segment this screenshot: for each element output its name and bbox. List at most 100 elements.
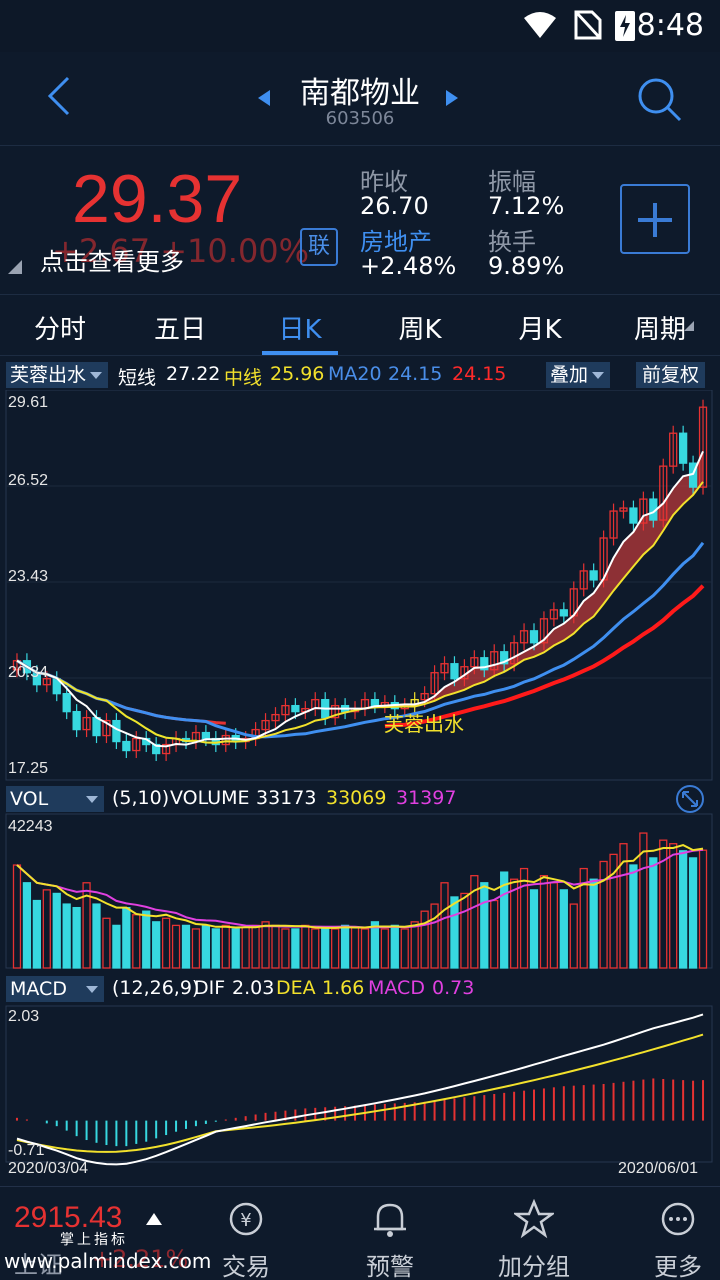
ma20-label: MA20 — [328, 363, 382, 385]
volume-bar — [311, 928, 320, 969]
tab-daily-k[interactable]: 日K — [278, 315, 322, 345]
kline-indicator-select[interactable]: 芙蓉出水 — [6, 362, 109, 388]
candle — [490, 644, 499, 678]
candle — [311, 692, 320, 717]
dif-line — [16, 1013, 704, 1166]
start-date-label: 2020/03/04 — [8, 1160, 89, 1177]
active-tab-indicator — [262, 351, 338, 355]
search-icon[interactable] — [636, 76, 682, 122]
volume-bar — [659, 839, 668, 969]
candle — [360, 692, 370, 717]
volume-bar — [181, 924, 191, 969]
volume-bar — [350, 926, 360, 969]
candle — [82, 710, 91, 738]
volume-bar — [589, 878, 598, 969]
svg-text:¥: ¥ — [240, 1210, 251, 1231]
sector-label[interactable]: 房地产 — [360, 228, 432, 256]
volume-bar — [112, 924, 121, 969]
tab-period[interactable]: 周期 — [633, 315, 686, 345]
volume-bar — [619, 843, 628, 969]
volume-bar — [132, 914, 141, 969]
volume-bar — [679, 850, 688, 969]
candle — [251, 722, 260, 747]
k-y3-label: 23.43 — [8, 568, 49, 585]
stock-name: 南都物业 — [300, 76, 420, 111]
red-trend-line — [384, 584, 705, 729]
candle — [171, 731, 181, 753]
expand-icon[interactable] — [674, 784, 706, 814]
tab-intraday[interactable]: 分时 — [33, 315, 86, 345]
volume-bar — [82, 882, 91, 969]
volume-bar — [470, 875, 479, 969]
price-change: +2.67 +10.00% — [52, 232, 309, 270]
signal-annotation: 芙蓉出水 — [384, 712, 464, 736]
volume-bar — [12, 864, 22, 969]
vol-params: (5,10) — [112, 787, 170, 809]
candle — [470, 650, 479, 675]
overlay-select[interactable]: 叠加 — [546, 362, 611, 388]
volume-bar — [669, 843, 678, 969]
candle — [669, 425, 678, 474]
back-arrow-icon[interactable] — [40, 74, 84, 118]
volume-bar — [321, 926, 330, 969]
view-more-hint[interactable]: 点击查看更多 — [40, 248, 184, 276]
volume-bar — [390, 924, 399, 969]
volume-bar — [400, 928, 409, 969]
tab-weekly-k[interactable]: 周K — [398, 315, 442, 345]
volume-bar — [102, 917, 111, 969]
k-y2-label: 26.52 — [8, 472, 49, 489]
candle — [191, 725, 201, 750]
volume-bar — [171, 924, 181, 969]
macd-indicator-select[interactable]: MACD — [6, 976, 104, 1002]
star-icon — [514, 1199, 554, 1239]
mid-line — [16, 481, 704, 744]
short-line-value: 27.22 — [166, 363, 221, 385]
volume-bar — [490, 899, 499, 969]
no-sim-icon — [574, 10, 602, 40]
next-stock-icon[interactable] — [444, 88, 460, 108]
volume-bar — [698, 849, 708, 969]
volume-bar — [450, 896, 459, 969]
end-date-label: 2020/06/01 — [618, 1160, 699, 1177]
candle — [331, 698, 340, 726]
volume-bar — [340, 924, 350, 969]
adjust-button[interactable]: 前复权 — [636, 362, 706, 388]
nav-add-group[interactable]: 加分组 — [474, 1187, 594, 1280]
vol-value-3: 31397 — [396, 787, 457, 809]
candle — [589, 563, 598, 588]
volume-bar — [271, 924, 280, 969]
candle — [519, 623, 529, 651]
k-ymax-label: 29.61 — [8, 394, 49, 411]
panel-frame — [5, 1005, 713, 1163]
volume-bar — [221, 924, 230, 969]
volume-bar — [291, 928, 300, 969]
prev-stock-icon[interactable] — [256, 88, 272, 108]
clock: 8:48 — [636, 8, 704, 43]
quote-panel[interactable]: 29.37 +2.67 +10.00% 点击查看更多 联 昨收 26.70 振幅… — [0, 146, 720, 294]
red-line-value: 24.15 — [452, 363, 507, 385]
volume-bar — [549, 882, 559, 969]
volume-bar — [142, 910, 151, 969]
volume-bar — [579, 867, 588, 969]
nav-more[interactable]: 更多 — [618, 1187, 720, 1280]
index-name: 上证 — [14, 1251, 62, 1279]
volume-bar — [161, 917, 171, 969]
volume-bar — [559, 889, 568, 969]
nav-more-label: 更多 — [654, 1253, 702, 1280]
tab-five-day[interactable]: 五日 — [153, 315, 206, 345]
macd-label: MACD — [368, 977, 425, 999]
tab-monthly-k[interactable]: 月K — [518, 315, 562, 345]
ma20-line — [16, 541, 705, 739]
candle — [102, 713, 111, 744]
volume-bar — [281, 928, 290, 969]
chart-canvas[interactable] — [0, 390, 720, 1180]
index-value[interactable]: 2915.43 — [14, 1201, 123, 1234]
nav-trade[interactable]: ¥ 交易 — [186, 1187, 306, 1280]
add-watchlist-button[interactable] — [620, 184, 690, 254]
nav-alert[interactable]: 预警 — [330, 1187, 450, 1280]
k-y4-label: 20.34 — [8, 664, 49, 681]
volume-indicator-select[interactable]: VOL — [6, 786, 104, 812]
panel-frame — [5, 390, 713, 781]
linked-button[interactable]: 联 — [300, 228, 338, 266]
volume-bar — [360, 928, 370, 969]
